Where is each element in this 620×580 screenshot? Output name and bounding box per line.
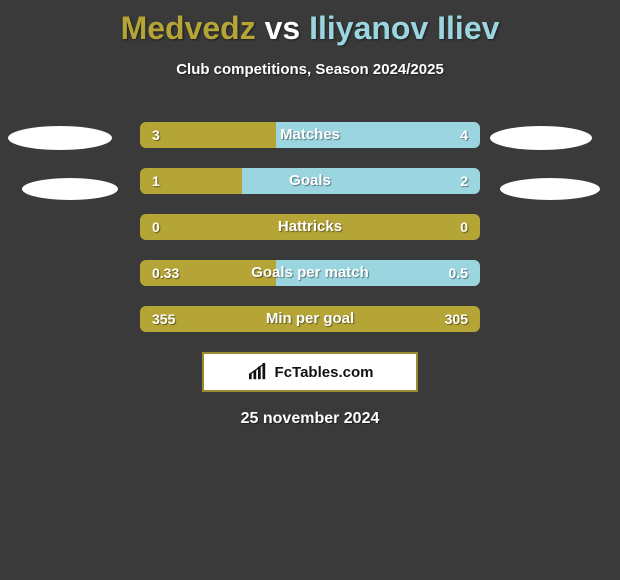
stat-value-right: 0 — [460, 214, 468, 240]
side-ellipse — [22, 178, 118, 200]
subtitle: Club competitions, Season 2024/2025 — [0, 61, 620, 78]
comparison-card: Medvedz vs Iliyanov Iliev Club competiti… — [0, 0, 620, 580]
stat-label: Min per goal — [140, 306, 480, 332]
stats-container: 3 Matches 4 1 Goals 2 0 Hattricks 0 — [140, 122, 480, 428]
stat-row-min-per-goal: 355 Min per goal 305 — [140, 306, 480, 332]
stat-value-right: 2 — [460, 168, 468, 194]
stat-row-matches: 3 Matches 4 — [140, 122, 480, 148]
player-left-name: Medvedz — [121, 10, 256, 46]
stat-value-right: 0.5 — [449, 260, 468, 286]
date-label: 25 november 2024 — [140, 410, 480, 428]
stat-label: Goals per match — [140, 260, 480, 286]
stat-value-right: 4 — [460, 122, 468, 148]
side-ellipse — [500, 178, 600, 200]
stat-label: Goals — [140, 168, 480, 194]
stat-label: Hattricks — [140, 214, 480, 240]
bar-chart-icon — [247, 363, 269, 381]
player-right-name: Iliyanov Iliev — [309, 10, 499, 46]
stat-row-goals: 1 Goals 2 — [140, 168, 480, 194]
side-ellipse — [490, 126, 592, 150]
stat-row-goals-per-match: 0.33 Goals per match 0.5 — [140, 260, 480, 286]
brand-badge[interactable]: FcTables.com — [202, 352, 418, 392]
title-vs: vs — [265, 10, 301, 46]
stat-row-hattricks: 0 Hattricks 0 — [140, 214, 480, 240]
page-title: Medvedz vs Iliyanov Iliev — [0, 0, 620, 47]
brand-text: FcTables.com — [275, 364, 374, 381]
stat-label: Matches — [140, 122, 480, 148]
side-ellipse — [8, 126, 112, 150]
stat-value-right: 305 — [445, 306, 468, 332]
